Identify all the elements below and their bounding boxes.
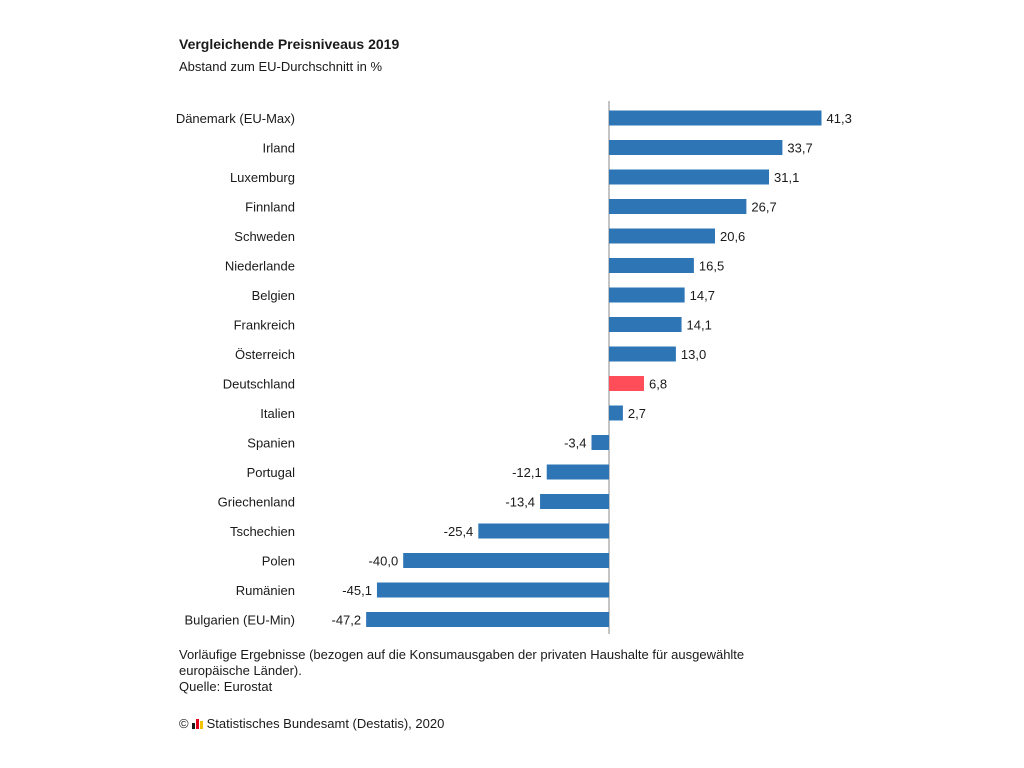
chart-title: Vergleichende Preisniveaus 2019 [179, 36, 400, 52]
bar [609, 169, 770, 185]
data-label: -47,2 [332, 613, 362, 628]
bar [366, 612, 609, 627]
category-label: Finnland [245, 200, 295, 215]
copyright-symbol: © [179, 716, 189, 731]
data-label: 20,6 [720, 229, 745, 244]
data-label: 14,7 [690, 288, 715, 303]
data-label: 41,3 [827, 111, 852, 126]
bar [609, 110, 822, 126]
copyright-text: Statistisches Bundesamt (Destatis), 2020 [206, 716, 445, 731]
category-label: Irland [262, 141, 295, 156]
source-note: Quelle: Eurostat [179, 679, 273, 694]
category-label: Belgien [252, 288, 295, 303]
bar [403, 553, 609, 568]
bar [478, 523, 609, 539]
bar [591, 435, 609, 450]
bar [609, 199, 747, 214]
data-label: -25,4 [444, 524, 474, 539]
data-label: -13,4 [505, 495, 535, 510]
data-label: -12,1 [512, 465, 542, 480]
category-label: Rumänien [236, 583, 295, 598]
bar [609, 405, 623, 421]
data-label: 31,1 [774, 170, 799, 185]
footnote-line-2: europäische Länder). [179, 663, 302, 678]
category-label: Österreich [235, 347, 295, 362]
bar [609, 258, 694, 273]
copyright-line: © Statistisches Bundesamt (Destatis), 20… [179, 716, 444, 731]
bar-highlight [609, 376, 644, 391]
data-label: 2,7 [628, 406, 646, 421]
bar [540, 494, 609, 509]
bar [609, 287, 685, 303]
category-label: Frankreich [234, 318, 295, 333]
logo-bar-3 [199, 720, 203, 729]
data-label: -3,4 [564, 436, 586, 451]
data-label: -40,0 [369, 554, 399, 569]
footnote-line-1: Vorläufige Ergebnisse (bezogen auf die K… [179, 647, 745, 662]
chart-subtitle: Abstand zum EU-Durchschnitt in % [179, 59, 383, 74]
data-label: 13,0 [681, 347, 706, 362]
bar [609, 140, 783, 155]
category-label: Niederlande [225, 259, 295, 274]
logo-bar-1 [191, 722, 195, 729]
destatis-logo-icon [191, 718, 204, 729]
category-label: Polen [262, 554, 295, 569]
category-label: Deutschland [223, 377, 295, 392]
data-label: 26,7 [751, 200, 776, 215]
category-label: Schweden [234, 229, 295, 244]
data-label: 6,8 [649, 377, 667, 392]
bar-chart: Dänemark (EU-Max) 41,3 Irland 33,7 Luxemburg… [176, 101, 852, 634]
bar [546, 464, 609, 480]
bar [609, 317, 682, 332]
footnote: Vorläufige Ergebnisse (bezogen auf die K… [179, 647, 799, 695]
data-label: 14,1 [687, 318, 712, 333]
category-label: Luxemburg [230, 170, 295, 185]
bar [609, 228, 715, 244]
category-label: Bulgarien (EU-Min) [184, 613, 295, 628]
category-label: Griechenland [218, 495, 295, 510]
bar [609, 346, 676, 362]
logo-bar-2 [195, 718, 199, 729]
category-label: Spanien [247, 436, 295, 451]
bar [376, 582, 609, 598]
data-label: -45,1 [342, 583, 372, 598]
data-label: 33,7 [787, 141, 812, 156]
category-label: Dänemark (EU-Max) [176, 111, 295, 126]
data-label: 16,5 [699, 259, 724, 274]
category-label: Italien [260, 406, 295, 421]
category-label: Portugal [247, 465, 296, 480]
category-label: Tschechien [230, 524, 295, 539]
